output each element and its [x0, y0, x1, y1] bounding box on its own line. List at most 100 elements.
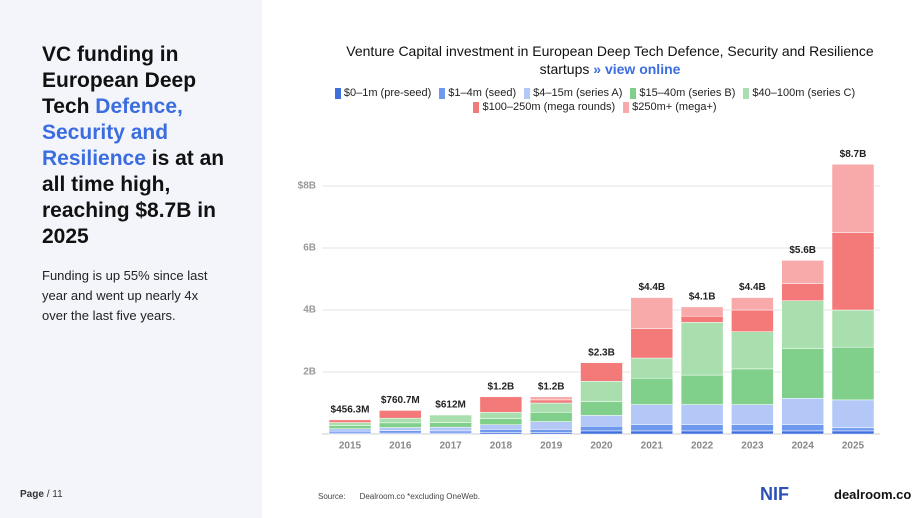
bar-segment: [529, 421, 573, 430]
bar-segment: [731, 368, 774, 405]
source-text: Dealroom.co *excluding OneWeb.: [359, 492, 480, 501]
bar-segment: [781, 260, 824, 284]
x-tick-label: 2022: [691, 441, 714, 452]
legend-swatch: [623, 102, 630, 113]
x-tick-label: 2017: [439, 441, 462, 452]
title-part: VC funding in European Deep Tech: [42, 43, 197, 118]
bar-segment: [429, 422, 472, 428]
page-number: Page / 11: [20, 489, 63, 500]
x-tick-label: 2016: [389, 441, 412, 452]
bar-segment: [680, 404, 724, 425]
bar-segment: [831, 232, 875, 311]
legend-swatch: [334, 88, 341, 99]
legend-item: $250m+ (mega+): [623, 101, 717, 113]
legend-label: $100–250m (mega rounds): [482, 101, 616, 113]
legend-swatch: [473, 102, 480, 113]
total-label: $1.2B: [538, 381, 565, 392]
bar-segment: [379, 430, 422, 434]
total-label: $8.7B: [840, 149, 867, 160]
bar-segment: [580, 381, 623, 402]
bar-segment: [630, 424, 674, 432]
bar-segment: [781, 283, 824, 301]
x-tick-label: 2020: [590, 441, 613, 452]
bar-segment: [328, 419, 372, 423]
bar-segment: [379, 417, 422, 424]
total-label: $612M: [435, 400, 466, 411]
legend-swatch: [524, 88, 531, 99]
total-label: $4.1B: [689, 292, 716, 303]
total-label: $760.7M: [381, 395, 420, 406]
view-online-link[interactable]: » view online: [593, 61, 681, 77]
bar-segment: [680, 322, 724, 376]
chart-title: Venture Capital investment in European D…: [346, 43, 874, 77]
total-label: $4.4B: [739, 282, 766, 293]
total-label: $456.3M: [331, 404, 370, 415]
x-tick-label: 2015: [339, 441, 362, 452]
bar-segment: [781, 348, 824, 399]
legend-item: $100–250m (mega rounds): [473, 101, 615, 113]
bar-segment: [781, 424, 824, 432]
bar-segment: [630, 377, 674, 405]
source: Source: Dealroom.co *excluding OneWeb.: [318, 492, 494, 501]
bar-segment: [831, 430, 875, 435]
title-part: is at an all time high, reaching $8.7B i…: [42, 147, 225, 248]
bar-segment: [379, 410, 422, 419]
legend-item: $0–1m (pre-seed): [334, 87, 431, 99]
bar-segment: [781, 398, 824, 425]
bar-segment: [379, 427, 422, 431]
x-tick-label: 2025: [842, 441, 865, 452]
legend-label: $1–4m (seed): [448, 87, 517, 99]
legend-label: $40–100m (series C): [752, 87, 856, 99]
y-tick-label: $8B: [298, 181, 316, 192]
x-tick-label: 2023: [741, 441, 764, 452]
legend-item: $15–40m (series B): [630, 87, 735, 99]
legend-swatch: [743, 88, 750, 99]
bar-segment: [831, 346, 875, 401]
bar-segment: [529, 396, 573, 401]
total-label: $4.4B: [638, 282, 665, 293]
bar-segment: [731, 424, 774, 432]
chart-title-block: Venture Capital investment in European D…: [330, 42, 890, 78]
x-tick-label: 2018: [490, 441, 513, 452]
bar-segment: [479, 412, 523, 419]
bar-segment: [328, 428, 372, 432]
bar-segment: [529, 429, 573, 433]
bar-segment: [328, 422, 372, 426]
legend-swatch: [439, 88, 446, 99]
bar-segment: [680, 424, 724, 432]
nif-logo: NIF: [760, 484, 789, 504]
total-label: $1.2B: [488, 381, 515, 392]
legend: $0–1m (pre-seed) $1–4m (seed) $4–15m (seri…: [300, 87, 890, 113]
bar-segment: [630, 328, 674, 359]
bar-segment: [731, 309, 774, 332]
y-tick-label: 4B: [303, 305, 316, 316]
bar-segment: [630, 404, 674, 425]
bar-segment: [731, 404, 774, 425]
bar-segment: [831, 164, 875, 233]
bar-segment: [580, 362, 623, 382]
total-label: $5.6B: [789, 245, 816, 256]
page-total: / 11: [46, 489, 63, 500]
bar-segment: [731, 331, 774, 370]
bar-segment: [479, 424, 523, 430]
bar-segment: [580, 401, 623, 416]
legend-item: $40–100m (series C): [743, 87, 855, 99]
bar-segment: [429, 414, 472, 423]
bar-segment: [781, 430, 824, 435]
bar-segment: [831, 309, 875, 348]
bar-segment: [429, 430, 472, 434]
bar-segment: [479, 418, 523, 425]
bar-segment: [680, 315, 724, 323]
dealroom-logo: dealroom.co: [834, 487, 912, 502]
total-label: $2.3B: [588, 347, 615, 358]
bar-segment: [429, 426, 472, 432]
bar-segment: [479, 396, 523, 413]
bar-segment: [328, 430, 372, 434]
bar-segment: [529, 402, 573, 413]
bar-segment: [379, 422, 422, 428]
bar-segment: [580, 426, 623, 432]
legend-swatch: [630, 88, 637, 99]
bar-segment: [479, 429, 523, 433]
bar-segment: [831, 427, 875, 432]
